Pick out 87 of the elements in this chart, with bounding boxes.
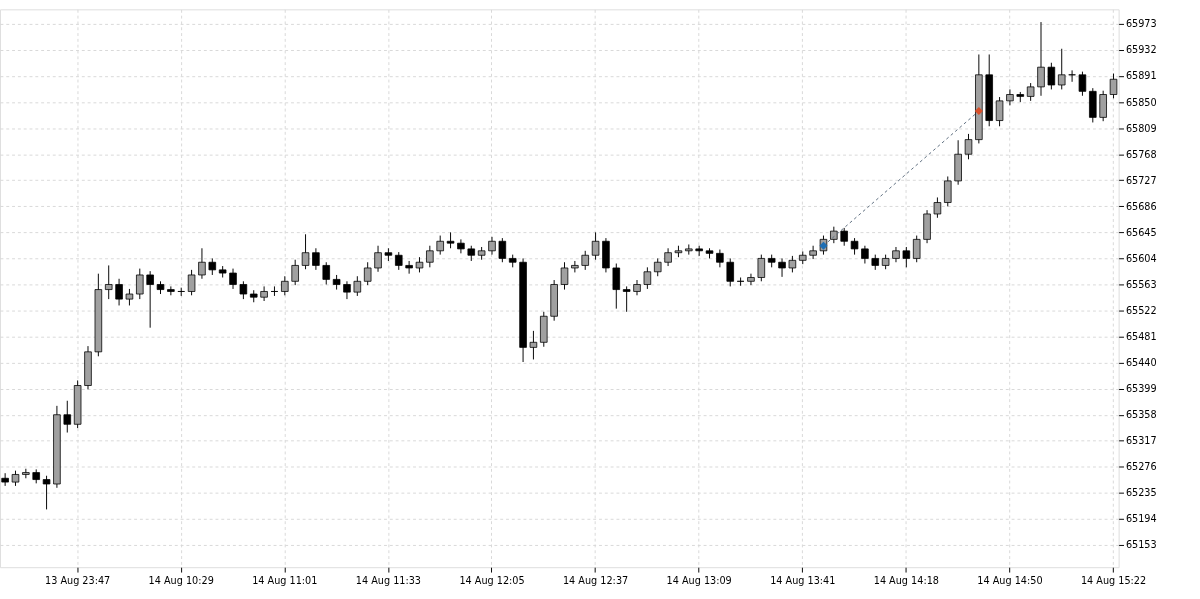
candlestick bbox=[591, 231, 600, 261]
candlestick bbox=[363, 261, 372, 286]
candlestick bbox=[560, 261, 569, 291]
y-tick-label: 65563 bbox=[1125, 278, 1157, 290]
candlestick bbox=[136, 268, 144, 300]
x-tick-label: 14 Aug 12:05 bbox=[459, 575, 525, 587]
candlestick bbox=[726, 257, 734, 287]
candlestick bbox=[933, 196, 942, 219]
y-tick-label: 65440 bbox=[1125, 357, 1157, 369]
x-tick-label: 14 Aug 15:22 bbox=[1080, 575, 1147, 587]
y-tick-label: 65973 bbox=[1125, 18, 1157, 30]
y-tick-label: 65153 bbox=[1125, 539, 1157, 551]
x-tick-label: 14 Aug 11:01 bbox=[252, 575, 318, 587]
x-tick-label: 14 Aug 13:09 bbox=[666, 575, 732, 587]
y-tick-label: 65686 bbox=[1125, 200, 1157, 212]
candlestick bbox=[944, 175, 952, 207]
candlestick bbox=[426, 245, 434, 268]
y-tick-label: 65645 bbox=[1125, 226, 1157, 238]
candlestick bbox=[747, 273, 755, 286]
candlestick bbox=[612, 263, 621, 310]
candlestick bbox=[198, 247, 206, 280]
y-tick-label: 65358 bbox=[1125, 409, 1157, 421]
x-tick-label: 14 Aug 14:18 bbox=[873, 575, 939, 587]
y-tick-label: 65932 bbox=[1125, 44, 1157, 56]
y-tick-label: 65399 bbox=[1125, 383, 1157, 395]
x-tick-label: 14 Aug 11:33 bbox=[355, 575, 422, 587]
candlestick bbox=[229, 268, 237, 290]
candlestick bbox=[167, 285, 175, 296]
x-tick-label: 14 Aug 14:50 bbox=[977, 575, 1043, 587]
y-tick-label: 65891 bbox=[1125, 70, 1157, 82]
candlestick bbox=[291, 259, 299, 286]
y-tick-label: 65481 bbox=[1125, 330, 1157, 342]
candlestick bbox=[322, 261, 331, 285]
candlestick bbox=[405, 260, 413, 275]
candlestick bbox=[1109, 73, 1118, 99]
y-tick-label: 65522 bbox=[1125, 304, 1157, 316]
y-tick-label: 65768 bbox=[1125, 148, 1157, 160]
candlestick bbox=[1047, 62, 1056, 90]
candlestick bbox=[643, 266, 652, 290]
candlestick bbox=[1099, 90, 1107, 122]
candlestick bbox=[809, 245, 817, 260]
candlestick bbox=[1057, 48, 1066, 90]
y-tick-label: 65194 bbox=[1125, 513, 1157, 525]
candlestick bbox=[187, 269, 196, 296]
candlestick bbox=[902, 246, 911, 268]
candlestick bbox=[622, 285, 631, 313]
candlestick bbox=[912, 235, 921, 263]
candlestick bbox=[1, 472, 9, 487]
candlestick bbox=[819, 235, 828, 256]
candlestick bbox=[778, 257, 786, 278]
y-tick-label: 65850 bbox=[1125, 96, 1157, 108]
candlestick bbox=[374, 245, 382, 273]
candlestick bbox=[281, 275, 289, 296]
candlestick bbox=[581, 250, 589, 271]
candlestick bbox=[104, 264, 113, 300]
candlestick bbox=[498, 237, 507, 263]
y-tick-label: 65809 bbox=[1125, 122, 1157, 134]
candlestick bbox=[457, 238, 465, 254]
x-tick-label: 14 Aug 10:29 bbox=[148, 575, 214, 587]
candlestick bbox=[757, 254, 766, 282]
candlestick bbox=[42, 475, 51, 510]
candlestick bbox=[995, 96, 1004, 127]
candlestick bbox=[312, 247, 320, 271]
candlestick bbox=[571, 260, 579, 273]
candlestick bbox=[1078, 71, 1087, 97]
x-tick-label: 13 Aug 23:47 bbox=[45, 575, 111, 587]
y-tick-label: 65727 bbox=[1125, 174, 1157, 186]
x-tick-label: 14 Aug 13:41 bbox=[770, 575, 836, 587]
candlestick bbox=[633, 279, 641, 296]
candlestick bbox=[488, 236, 496, 256]
candlestick bbox=[529, 330, 538, 360]
candlestick bbox=[301, 233, 310, 270]
y-tick-label: 65317 bbox=[1125, 435, 1157, 447]
candlestick bbox=[63, 400, 72, 434]
candlestick bbox=[146, 270, 154, 329]
candlestick bbox=[353, 275, 362, 297]
y-tick-label: 65235 bbox=[1125, 487, 1157, 499]
candlestick bbox=[1037, 21, 1045, 97]
candlestick bbox=[436, 235, 444, 256]
x-tick-label: 14 Aug 12:37 bbox=[562, 575, 629, 587]
y-tick-label: 65604 bbox=[1125, 252, 1157, 264]
candlestick bbox=[115, 278, 123, 306]
y-tick-label: 65276 bbox=[1125, 461, 1157, 473]
candlestick bbox=[343, 280, 351, 300]
candlestick bbox=[1006, 88, 1014, 106]
candlestick bbox=[260, 285, 268, 302]
candlestick bbox=[964, 133, 973, 160]
